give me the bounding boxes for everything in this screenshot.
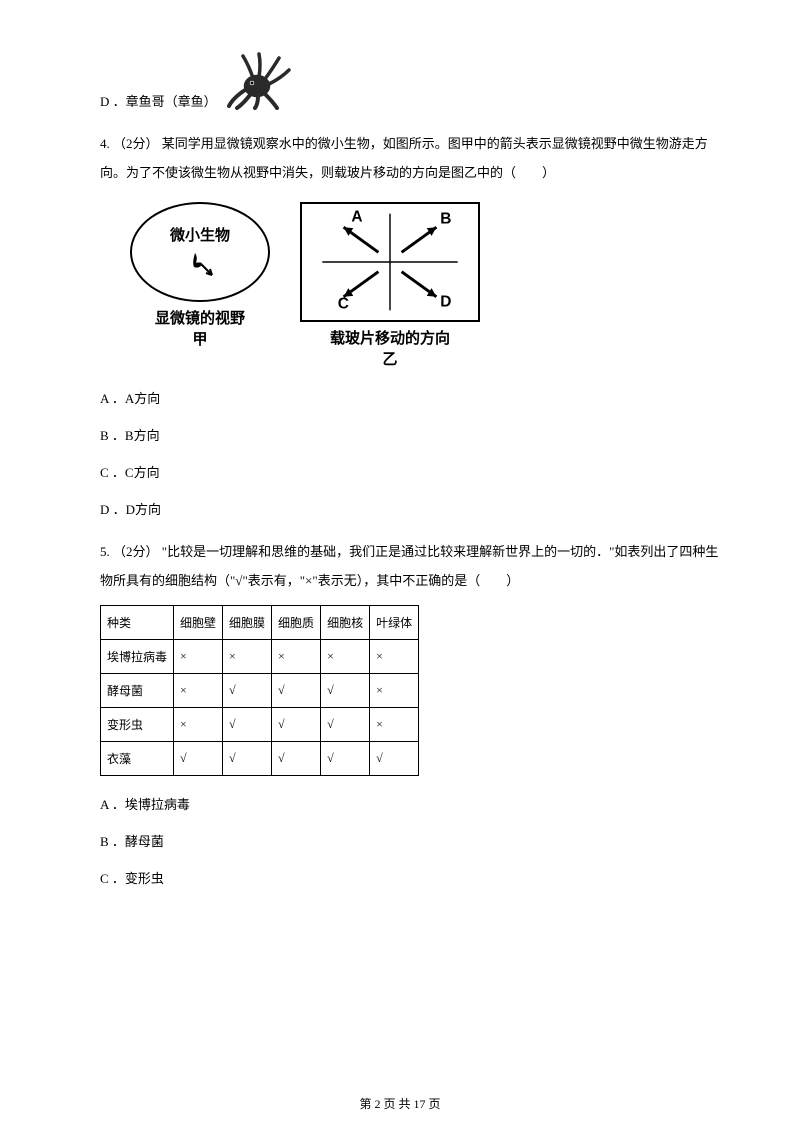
q4-option-d: D ．D方向 bbox=[100, 499, 730, 518]
q5-number: 5. bbox=[100, 544, 110, 559]
td: × bbox=[370, 674, 419, 708]
svg-text:B: B bbox=[440, 211, 451, 228]
th-0: 种类 bbox=[101, 606, 174, 640]
svg-text:D: D bbox=[440, 294, 451, 311]
table-row: 酵母菌 × √ √ √ × bbox=[101, 674, 419, 708]
table-row: 埃博拉病毒 × × × × × bbox=[101, 640, 419, 674]
q4-number: 4. bbox=[100, 136, 110, 151]
td: √ bbox=[272, 708, 321, 742]
left-caption: 显微镜的视野 甲 bbox=[155, 308, 245, 350]
microbe-arrow-icon bbox=[180, 245, 220, 280]
arrows-svg: A B C D bbox=[302, 204, 478, 320]
td: × bbox=[174, 640, 223, 674]
q4-stem-text: 某同学用显微镜观察水中的微小生物，如图所示。图甲中的箭头表示显微镜视野中微生物游… bbox=[100, 136, 708, 180]
td: × bbox=[321, 640, 370, 674]
right-caption-1: 载玻片移动的方向 bbox=[330, 330, 450, 347]
q4-option-a: A ．A方向 bbox=[100, 388, 730, 407]
q5-points: （2分） bbox=[113, 544, 159, 559]
q4-stem: 4. （2分） 某同学用显微镜观察水中的微小生物，如图所示。图甲中的箭头表示显微… bbox=[100, 130, 730, 187]
q5-option-b: B ．酵母菌 bbox=[100, 831, 730, 850]
q4-option-b: B ．B方向 bbox=[100, 425, 730, 444]
td: 变形虫 bbox=[101, 708, 174, 742]
td: √ bbox=[223, 742, 272, 776]
td: 衣藻 bbox=[101, 742, 174, 776]
th-2: 细胞膜 bbox=[223, 606, 272, 640]
arrow-direction-box: A B C D bbox=[300, 202, 480, 322]
svg-text:A: A bbox=[351, 209, 362, 226]
microscope-view-oval: 微小生物 bbox=[130, 202, 270, 302]
td: × bbox=[174, 708, 223, 742]
q4-points: （2分） bbox=[113, 136, 159, 151]
octopus-icon bbox=[225, 50, 295, 110]
td: √ bbox=[370, 742, 419, 776]
page-footer: 第 2 页 共 17 页 bbox=[0, 1095, 800, 1112]
th-1: 细胞壁 bbox=[174, 606, 223, 640]
q5-stem-text: "比较是一切理解和思维的基础，我们正是通过比较来理解新世界上的一切的．"如表列出… bbox=[100, 544, 718, 588]
oval-text: 微小生物 bbox=[170, 224, 230, 245]
th-4: 细胞核 bbox=[321, 606, 370, 640]
right-caption-2: 乙 bbox=[382, 351, 397, 368]
td: 酵母菌 bbox=[101, 674, 174, 708]
q4-diagram: 微小生物 显微镜的视野 甲 A bbox=[130, 202, 730, 370]
left-caption-2: 甲 bbox=[192, 331, 207, 348]
q4-diagram-left: 微小生物 显微镜的视野 甲 bbox=[130, 202, 270, 350]
q4-option-c: C ．C方向 bbox=[100, 462, 730, 481]
q5-option-a: A ．埃博拉病毒 bbox=[100, 794, 730, 813]
left-caption-1: 显微镜的视野 bbox=[155, 310, 245, 327]
q3-option-d-label: D ．章鱼哥（章鱼） bbox=[100, 91, 217, 110]
td: √ bbox=[223, 674, 272, 708]
td: √ bbox=[272, 674, 321, 708]
q5-options: A ．埃博拉病毒 B ．酵母菌 C ．变形虫 bbox=[100, 794, 730, 887]
q5-stem: 5. （2分） "比较是一切理解和思维的基础，我们正是通过比较来理解新世界上的一… bbox=[100, 538, 730, 595]
td: 埃博拉病毒 bbox=[101, 640, 174, 674]
td: × bbox=[223, 640, 272, 674]
td: × bbox=[174, 674, 223, 708]
q4-options: A ．A方向 B ．B方向 C ．C方向 D ．D方向 bbox=[100, 388, 730, 518]
q5-option-c: C ．变形虫 bbox=[100, 868, 730, 887]
table-header-row: 种类 细胞壁 细胞膜 细胞质 细胞核 叶绿体 bbox=[101, 606, 419, 640]
td: √ bbox=[272, 742, 321, 776]
td: √ bbox=[321, 708, 370, 742]
td: × bbox=[370, 708, 419, 742]
q5-table: 种类 细胞壁 细胞膜 细胞质 细胞核 叶绿体 埃博拉病毒 × × × × × 酵… bbox=[100, 605, 419, 776]
q4-diagram-right: A B C D 载玻片移动的方向 乙 bbox=[300, 202, 480, 370]
td: √ bbox=[174, 742, 223, 776]
table-row: 衣藻 √ √ √ √ √ bbox=[101, 742, 419, 776]
td: √ bbox=[321, 674, 370, 708]
table-row: 变形虫 × √ √ √ × bbox=[101, 708, 419, 742]
q3-option-d: D ．章鱼哥（章鱼） bbox=[100, 50, 730, 110]
td: √ bbox=[223, 708, 272, 742]
td: × bbox=[370, 640, 419, 674]
right-caption: 载玻片移动的方向 乙 bbox=[330, 328, 450, 370]
svg-text:C: C bbox=[338, 296, 349, 313]
td: √ bbox=[321, 742, 370, 776]
td: × bbox=[272, 640, 321, 674]
th-3: 细胞质 bbox=[272, 606, 321, 640]
th-5: 叶绿体 bbox=[370, 606, 419, 640]
page-number: 第 2 页 共 17 页 bbox=[359, 1097, 440, 1111]
